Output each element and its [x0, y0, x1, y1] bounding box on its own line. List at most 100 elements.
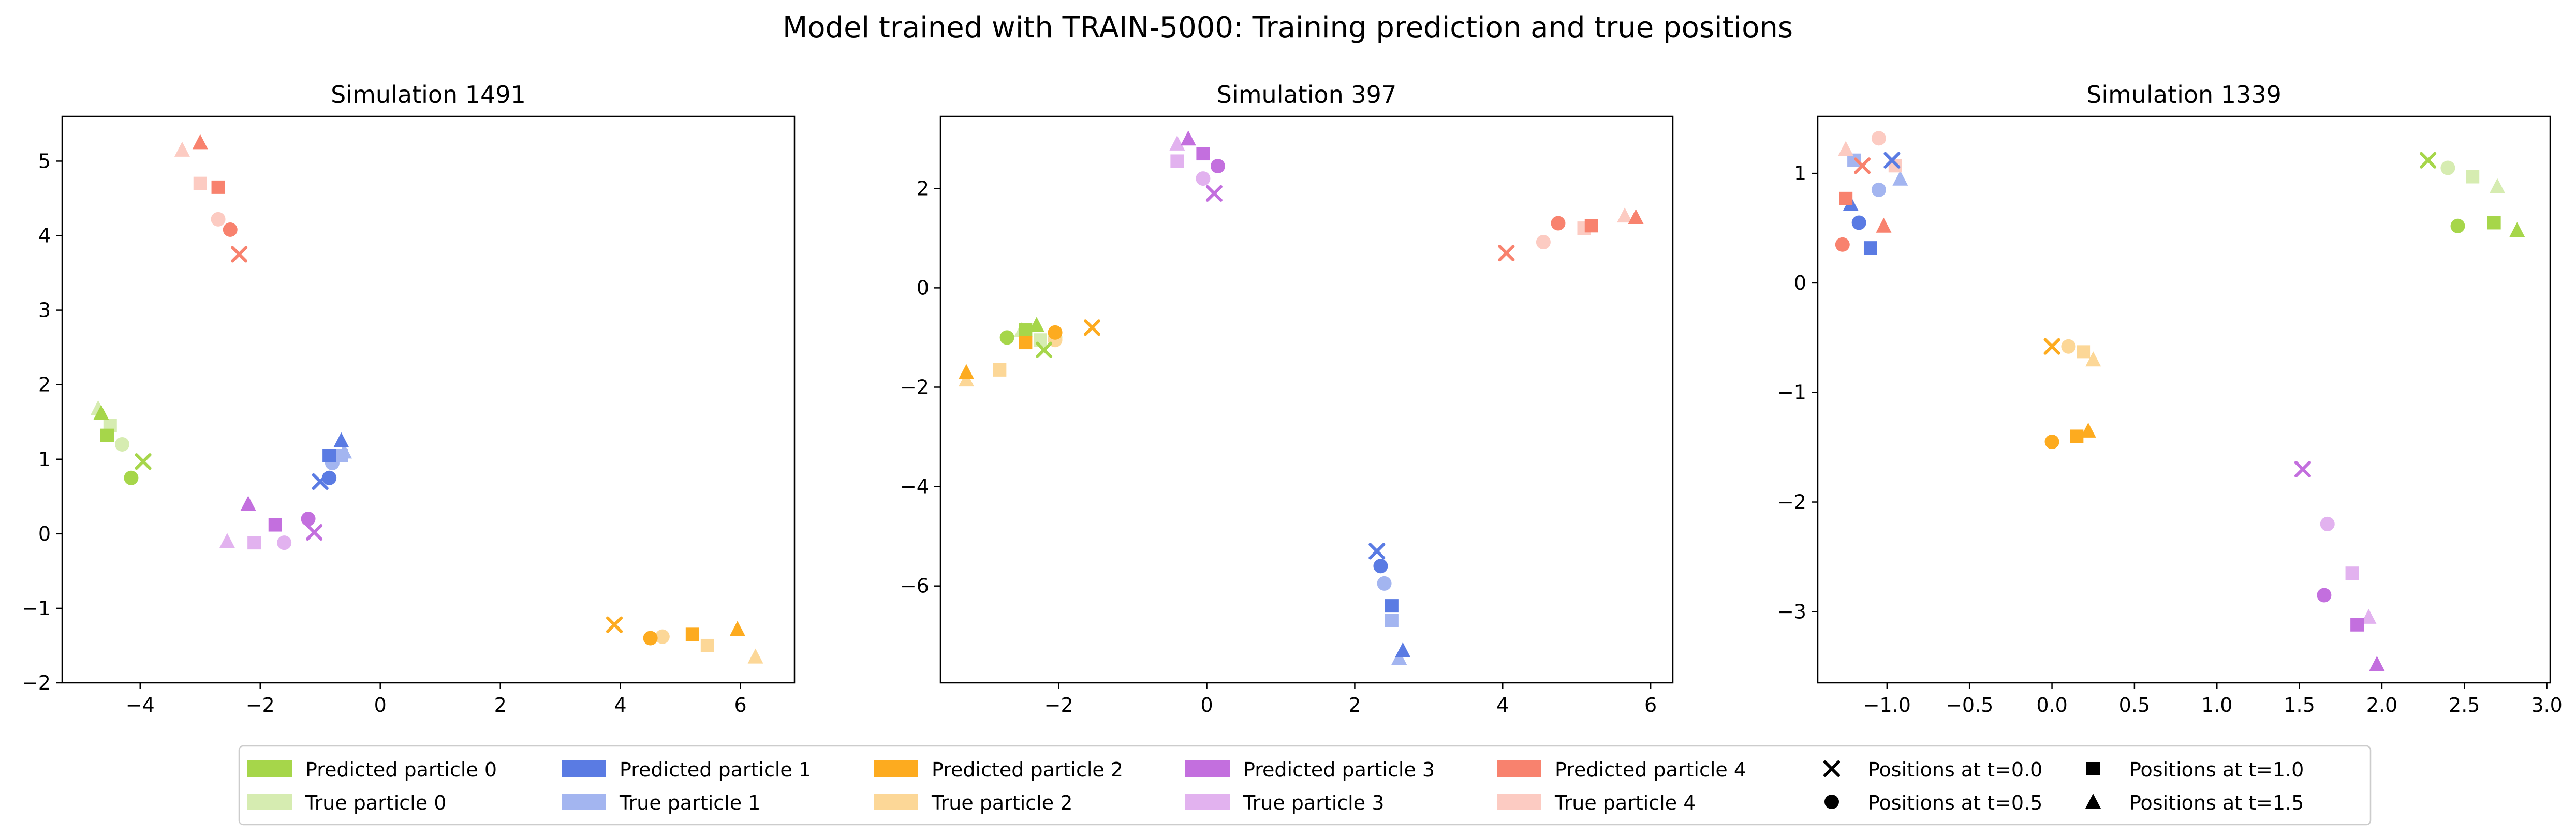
pred-particle-1-square-point: [1863, 241, 1877, 255]
y-tick-label: 3: [38, 299, 51, 322]
subplot-2: Simulation 397 −2 0 2 4 6 −6 −4 −2 0 2: [900, 81, 1674, 716]
pred-particle-2-circle-point: [2044, 435, 2059, 450]
subplot-1: Simulation 1491 −4 −2 0 2 4 6 −2 −1 0 1 2 3 4 5: [22, 81, 796, 716]
subplot-title: Simulation 1339: [2086, 81, 2281, 109]
pred-particle-1-square-point: [1385, 599, 1399, 613]
x-tick-label: 4: [614, 694, 627, 716]
x-tick-label: 2.5: [2449, 694, 2480, 716]
true-particle-3-triangle-point: [2361, 608, 2377, 624]
y-tick-label: −3: [1777, 600, 1806, 623]
pred-particle-4-triangle-point: [1628, 208, 1644, 224]
legend-label: True particle 2: [931, 791, 1072, 814]
pred-particle-1-x-point: [1883, 152, 1901, 169]
pred-particle-3-square-point: [1196, 147, 1210, 161]
true-particle-2-square-point: [993, 363, 1007, 377]
y-tick-label: 0: [917, 276, 929, 299]
true-particle-2-circle-point: [655, 629, 670, 644]
y-tick-label: −6: [900, 575, 929, 597]
true-particle-2-triangle-point: [2085, 351, 2101, 367]
pred-particle-2-x-point: [606, 616, 623, 633]
x-tick-label: 2: [1348, 694, 1361, 716]
pred-particle-4-x-point: [231, 246, 248, 263]
legend-label: Positions at t=1.0: [2129, 758, 2304, 781]
data-points: [1835, 131, 2525, 671]
legend-label: True particle 3: [1243, 791, 1384, 814]
true-particle-4-triangle-point: [174, 141, 190, 157]
pred-particle-3-circle-point: [2317, 588, 2332, 603]
pred-particle-0-triangle-point: [1028, 317, 1044, 332]
figure-title: Model trained with TRAIN-5000: Training …: [783, 11, 1793, 44]
pred-particle-4-square-point: [1839, 191, 1853, 205]
true-particle-1-circle-point: [1871, 182, 1886, 197]
pred-particle-3-x-point: [306, 524, 323, 541]
x-tick-label: 3.0: [2531, 694, 2562, 716]
legend-swatch: [1185, 794, 1230, 810]
legend-label: Positions at t=1.5: [2129, 791, 2304, 814]
x-tick-label: 1.0: [2201, 694, 2232, 716]
pred-particle-4-circle-point: [1835, 237, 1850, 252]
true-particle-3-circle-point: [1196, 171, 1211, 186]
legend-label: Positions at t=0.5: [1868, 791, 2042, 814]
legend-swatch: [874, 760, 918, 777]
pred-particle-3-circle-point: [301, 512, 316, 527]
pred-particle-4-square-point: [211, 180, 225, 194]
pred-particle-2-x-point: [1084, 319, 1101, 336]
true-particle-4-circle-point: [1871, 131, 1886, 146]
y-tick-label: −4: [900, 475, 929, 498]
subplot-title: Simulation 397: [1217, 81, 1396, 109]
y-tick-label: 0: [1794, 272, 1806, 294]
legend-label: Predicted particle 3: [1243, 758, 1435, 781]
legend-label: Predicted particle 0: [305, 758, 497, 781]
y-tick-label: −1: [1777, 381, 1806, 404]
true-particle-3-square-point: [247, 536, 261, 550]
pred-particle-0-triangle-point: [2509, 222, 2525, 237]
axes-frame: [1817, 115, 2551, 684]
pred-particle-1-square-point: [322, 449, 336, 462]
true-particle-3-triangle-point: [1169, 135, 1185, 151]
pred-particle-3-x-point: [2294, 460, 2311, 477]
pred-particle-3-circle-point: [1210, 159, 1225, 174]
x-tick-label: −0.5: [1946, 694, 1993, 716]
y-tick-label: 0: [38, 522, 51, 545]
true-particle-0-triangle-point: [2490, 178, 2506, 193]
pred-particle-2-x-point: [2043, 338, 2060, 355]
pred-particle-4-x-point: [1854, 157, 1871, 174]
pred-particle-3-square-point: [268, 518, 282, 532]
pred-particle-0-triangle-point: [93, 405, 109, 420]
x-tick-label: 0: [374, 694, 387, 716]
pred-particle-2-triangle-point: [729, 621, 745, 636]
pred-particle-4-circle-point: [1551, 216, 1566, 231]
axes-frame: [939, 115, 1674, 684]
y-tick-label: −2: [900, 376, 929, 398]
legend-label: Positions at t=0.0: [1868, 758, 2042, 781]
x-tick-label: 1.5: [2284, 694, 2315, 716]
true-particle-3-triangle-point: [219, 533, 235, 548]
axes-frame: [61, 115, 796, 684]
pred-particle-3-square-point: [2350, 618, 2364, 632]
pred-particle-4-x-point: [1498, 245, 1515, 262]
legend-label: True particle 4: [1554, 791, 1696, 814]
legend-marker-square: [2086, 762, 2100, 775]
subplot-3: Simulation 1339 −1.0 −0.5 0.0 0.5 1.0 1.5 2.0 2.…: [1777, 81, 2563, 716]
true-particle-3-square-point: [1170, 154, 1184, 168]
true-particle-3-circle-point: [2320, 516, 2335, 531]
x-tick-label: 6: [1644, 694, 1657, 716]
pred-particle-2-circle-point: [1048, 325, 1063, 340]
true-particle-0-circle-point: [2440, 160, 2455, 175]
true-particle-1-triangle-point: [1892, 170, 1908, 186]
y-tick-label: 4: [38, 225, 51, 247]
pred-particle-0-circle-point: [2450, 218, 2465, 233]
pred-particle-4-triangle-point: [192, 134, 208, 150]
subplots: Simulation 1491−4 −2 0 2 4 6−2−1012345Simulat…: [22, 81, 2563, 716]
x-tick-label: −4: [126, 694, 155, 716]
true-particle-4-square-point: [193, 176, 207, 190]
true-particle-2-circle-point: [2061, 339, 2076, 354]
y-tick-label: 1: [1794, 162, 1806, 185]
true-particle-3-circle-point: [277, 535, 292, 550]
legend-marker-x: [1823, 760, 1840, 777]
legend-swatch: [562, 760, 606, 777]
subplot-title: Simulation 1491: [331, 81, 526, 109]
legend-label: Predicted particle 1: [620, 758, 811, 781]
pred-particle-1-circle-point: [1373, 559, 1388, 574]
y-tick-label: 1: [38, 448, 51, 471]
